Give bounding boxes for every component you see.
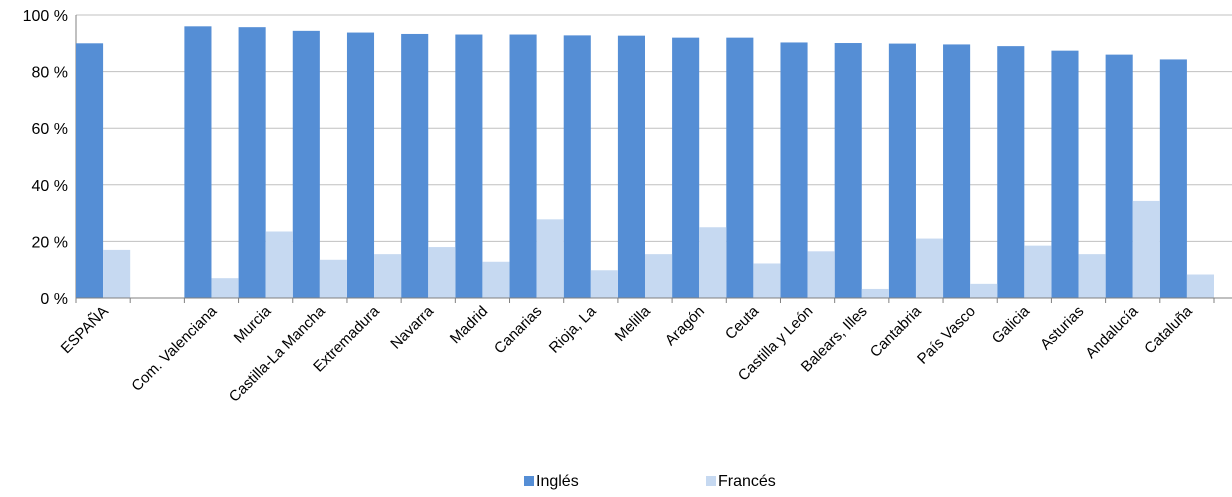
x-category-label: ESPAÑA [58, 303, 112, 357]
bar-ingles [943, 44, 971, 298]
bar-frances [861, 288, 889, 298]
x-category-label: Rioja, La [546, 302, 600, 356]
x-category-label: Com. Valenciana [128, 302, 220, 394]
bar-frances [753, 263, 781, 298]
bar-frances [482, 261, 510, 298]
bar-frances [699, 227, 727, 298]
bar-frances [1186, 274, 1214, 298]
y-tick-label: 0 % [40, 291, 68, 308]
bar-ingles [76, 43, 104, 298]
bar-frances [807, 251, 835, 298]
bar-ingles [1159, 59, 1187, 298]
x-category-label: Andalucía [1082, 302, 1142, 362]
bar-frances [319, 259, 347, 298]
bar-ingles [672, 37, 700, 298]
bar-ingles [346, 32, 375, 299]
legend-label: Francés [718, 473, 776, 490]
legend-swatch [524, 476, 534, 486]
x-category-label: Cataluña [1141, 302, 1196, 357]
bar-ingles [563, 35, 591, 298]
y-tick-label: 60 % [32, 121, 68, 138]
x-category-label: Murcia [231, 302, 275, 346]
bar-frances [1132, 200, 1160, 298]
bar-frances [536, 219, 564, 298]
y-tick-label: 40 % [32, 178, 68, 195]
bar-frances [374, 254, 402, 298]
legend-item: Inglés [524, 473, 579, 490]
bar-ingles [997, 46, 1025, 298]
bar-ingles [780, 42, 808, 298]
legend-label: Inglés [536, 473, 579, 490]
bar-ingles [834, 43, 862, 298]
bar-frances [265, 231, 293, 298]
bar-ingles [238, 27, 266, 298]
y-tick-label: 80 % [32, 65, 68, 82]
bar-ingles [726, 37, 754, 298]
bars [76, 26, 1214, 299]
y-tick-label: 20 % [32, 234, 68, 251]
legend-swatch [706, 476, 716, 486]
bar-ingles [401, 33, 429, 298]
x-category-label: Canarias [491, 303, 545, 357]
y-axis: 0 % 20 % 40 % 60 % 80 % 100 % [23, 8, 77, 308]
bar-ingles [888, 43, 916, 298]
bar-frances [428, 247, 456, 298]
x-category-label: Ceuta [722, 302, 763, 343]
x-category-label: Navarra [387, 302, 437, 352]
bar-frances [211, 278, 239, 298]
x-category-label: País Vasco [914, 303, 979, 368]
bar-frances [970, 283, 998, 298]
x-category-label: Melilla [612, 302, 655, 345]
x-category-label: Galicia [989, 302, 1034, 347]
x-category-label: Castilla-La Mancha [226, 302, 329, 405]
bar-ingles [184, 26, 212, 298]
legend: Inglés Francés [524, 473, 776, 490]
bar-frances [103, 249, 131, 298]
bar-ingles [509, 34, 537, 298]
x-category-label: Madrid [447, 303, 491, 347]
bar-ingles [292, 30, 320, 299]
x-category-label: Aragón [662, 303, 708, 349]
bar-frances [590, 270, 618, 298]
x-category-label: Asturias [1037, 303, 1087, 353]
bar-ingles [1105, 54, 1133, 299]
bar-ingles [1051, 50, 1079, 298]
y-tick-label: 100 % [23, 8, 68, 25]
bar-frances [915, 238, 944, 298]
bar-ingles [455, 34, 483, 298]
bar-frances [1078, 254, 1106, 298]
bar-frances [1024, 245, 1052, 298]
bar-ingles [617, 35, 645, 299]
bar-frances [645, 254, 673, 298]
legend-item: Francés [706, 473, 776, 490]
